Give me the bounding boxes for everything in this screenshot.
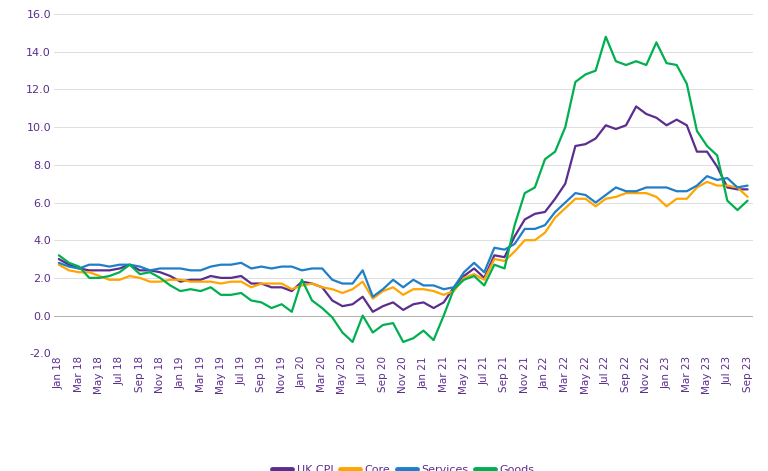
Services: [733, 185, 742, 190]
Goods: [348, 339, 357, 345]
Services: [105, 264, 114, 269]
Line: UK CPI: UK CPI: [59, 106, 747, 312]
Services: [743, 183, 752, 188]
Goods: [105, 273, 114, 279]
Core: [459, 275, 468, 281]
Core: [105, 277, 114, 283]
UK CPI: [186, 277, 195, 283]
Services: [368, 294, 377, 300]
Core: [368, 296, 377, 301]
UK CPI: [166, 273, 175, 279]
Goods: [55, 252, 64, 258]
Core: [166, 277, 175, 283]
Core: [733, 185, 742, 190]
Goods: [743, 198, 752, 203]
Line: Core: Core: [59, 182, 747, 299]
Core: [591, 203, 601, 209]
Core: [703, 179, 712, 185]
Core: [55, 262, 64, 268]
UK CPI: [55, 256, 64, 262]
Services: [186, 268, 195, 273]
Core: [186, 279, 195, 284]
UK CPI: [105, 268, 114, 273]
Services: [703, 173, 712, 179]
Line: Goods: Goods: [59, 37, 747, 342]
Core: [743, 194, 752, 200]
UK CPI: [743, 187, 752, 192]
UK CPI: [733, 187, 742, 192]
UK CPI: [459, 273, 468, 279]
UK CPI: [591, 136, 601, 141]
Goods: [166, 283, 175, 288]
Goods: [601, 34, 611, 40]
Goods: [459, 277, 468, 283]
Line: Services: Services: [59, 176, 747, 297]
Goods: [733, 207, 742, 213]
Services: [459, 269, 468, 275]
Goods: [591, 68, 601, 73]
Services: [591, 200, 601, 205]
UK CPI: [631, 104, 641, 109]
Legend: UK CPI, Core, Services, Goods: UK CPI, Core, Services, Goods: [267, 461, 539, 471]
Services: [55, 260, 64, 266]
Goods: [186, 286, 195, 292]
Services: [166, 266, 175, 271]
UK CPI: [368, 309, 377, 315]
